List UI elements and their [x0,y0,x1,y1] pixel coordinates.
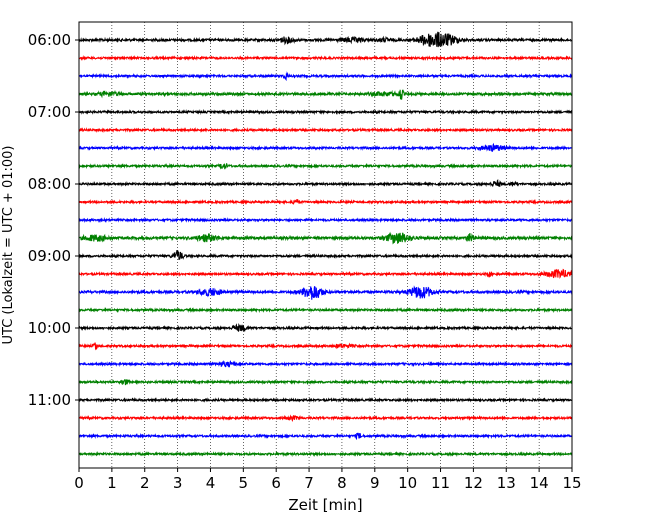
trace-1015 [78,342,573,351]
trace-0830 [78,217,573,224]
x-tick-label: 13 [497,474,516,492]
x-tick-label: 4 [206,474,216,492]
trace-0600 [78,31,573,48]
trace-0845 [78,231,573,245]
x-tick-label: 5 [239,474,249,492]
y-tick-label: 08:00 [28,175,71,193]
trace-1100 [78,396,573,404]
x-tick-label: 12 [464,474,483,492]
y-axis-label: UTC (Lokalzeit = UTC + 01:00) [1,146,16,345]
trace-1130 [78,432,573,441]
trace-0930 [78,285,573,300]
trace-0630 [78,71,573,82]
x-axis-ticks: 0 1 2 3 4 5 6 7 8 9 10 11 12 13 14 15 [74,468,582,492]
trace-0700 [78,108,573,116]
trace-0900 [78,250,573,261]
trace-1045 [78,378,573,386]
trace-0730 [78,142,573,152]
y-tick-label: 07:00 [28,103,71,121]
x-tick-label: 10 [398,474,417,492]
x-tick-label: 7 [304,474,314,492]
x-tick-label: 9 [370,474,380,492]
plot-frame [78,21,573,469]
trace-0915 [78,268,573,279]
y-tick-label: 11:00 [28,391,71,409]
trace-0815 [78,198,573,206]
trace-0800 [78,178,573,188]
x-tick-label: 14 [530,474,549,492]
y-tick-label: 09:00 [28,247,71,265]
seismic-traces [78,31,573,458]
trace-1115 [78,414,573,423]
trace-0945 [78,306,573,314]
x-tick-label: 2 [140,474,150,492]
x-tick-label: 15 [562,474,581,492]
y-axis-ticks: 06:00 07:00 08:00 09:00 10:00 11:00 [28,31,79,409]
x-tick-label: 6 [271,474,281,492]
vertical-grid-lines [111,22,540,468]
trace-1030 [78,360,573,368]
y-tick-label: 10:00 [28,319,71,337]
trace-1145 [78,451,573,458]
trace-0645 [78,89,573,100]
trace-0745 [78,162,573,170]
y-tick-label: 06:00 [28,31,71,49]
x-tick-label: 11 [431,474,450,492]
x-tick-label: 8 [337,474,347,492]
trace-1000 [78,323,573,333]
x-tick-label: 3 [173,474,183,492]
x-tick-label: 0 [74,474,84,492]
x-axis-label: Zeit [min] [288,496,362,514]
x-tick-label: 1 [107,474,117,492]
trace-0715 [78,126,573,134]
trace-0615 [78,54,573,62]
